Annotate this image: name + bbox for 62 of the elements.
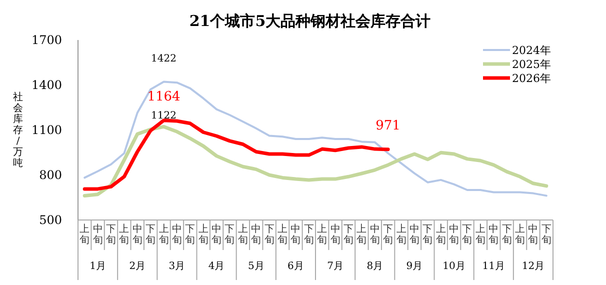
x-tick-label: 中旬 — [370, 223, 380, 246]
x-tick-label: 上旬 — [515, 223, 526, 246]
x-tick-label: 下旬 — [422, 224, 433, 246]
legend-label: 2026年 — [512, 72, 551, 85]
text: 1月 — [90, 261, 106, 272]
data-label: 971 — [376, 118, 400, 134]
x-tick-label: 下旬 — [502, 224, 512, 246]
x-tick-label: 中旬 — [132, 223, 142, 246]
x-tick-label: 中旬 — [290, 223, 301, 246]
x-tick-label: 上旬 — [158, 223, 169, 246]
text: 4月 — [208, 261, 225, 272]
text: 7月 — [327, 261, 344, 272]
x-tick-label: 下旬 — [146, 224, 156, 246]
x-tick-label: 下旬 — [106, 224, 116, 246]
data-label: 1122 — [151, 110, 176, 122]
text: 2月 — [129, 261, 146, 272]
y-axis-title: 社会库存/万吨 — [13, 91, 23, 169]
text: 12月 — [522, 261, 545, 272]
x-tick-label: 中旬 — [528, 223, 538, 246]
x-tick-label: 上旬 — [238, 223, 248, 246]
x-tick-label: 下旬 — [383, 224, 394, 246]
x-tick-label: 下旬 — [224, 224, 235, 246]
x-tick-label: 中旬 — [488, 223, 499, 246]
x-tick-label: 下旬 — [462, 224, 472, 246]
y-tick-label: 1400 — [31, 78, 62, 92]
x-tick-label: 中旬 — [92, 223, 103, 246]
x-tick-label: 上旬 — [317, 223, 328, 246]
text: 9月 — [406, 261, 423, 272]
x-tick-label: 下旬 — [304, 224, 314, 246]
x-tick-label: 上旬 — [356, 223, 367, 246]
x-tick-label: 下旬 — [541, 224, 552, 246]
x-tick-label: 中旬 — [449, 223, 460, 246]
y-tick-label: 1700 — [31, 33, 62, 47]
x-tick-label: 下旬 — [185, 224, 196, 246]
x-tick-label: 上旬 — [396, 223, 406, 246]
data-label: 1164 — [147, 89, 180, 104]
x-tick-label: 中旬 — [212, 223, 222, 246]
x-tick-label: 下旬 — [264, 224, 274, 246]
y-tick-label: 500 — [39, 213, 62, 227]
x-tick-label: 上旬 — [119, 223, 130, 246]
x-tick-label: 上旬 — [198, 223, 208, 246]
x-tick-label: 上旬 — [436, 223, 446, 246]
x-tick-label: 中旬 — [251, 223, 262, 246]
legend-label: 2025年 — [512, 58, 551, 71]
text: 11月 — [482, 261, 505, 272]
text: 8月 — [366, 261, 384, 272]
x-tick-label: 下旬 — [343, 224, 354, 246]
text: 6月 — [288, 261, 304, 272]
data-label: 1422 — [151, 54, 176, 65]
x-tick-label: 中旬 — [330, 223, 340, 246]
text: 3月 — [168, 261, 186, 272]
text: 10月 — [442, 261, 466, 272]
x-tick-label: 中旬 — [409, 223, 420, 246]
x-tick-label: 上旬 — [278, 223, 288, 246]
chart-title: 21个城市5大品种钢材社会库存合计 — [189, 12, 431, 30]
x-tick-label: 中旬 — [172, 223, 182, 246]
x-tick-label: 上旬 — [475, 223, 486, 246]
text: 5月 — [248, 261, 264, 272]
y-tick-label: 800 — [39, 168, 62, 182]
x-tick-label: 上旬 — [80, 223, 90, 246]
legend-label: 2024年 — [512, 44, 551, 57]
y-tick-label: 1100 — [31, 123, 62, 137]
